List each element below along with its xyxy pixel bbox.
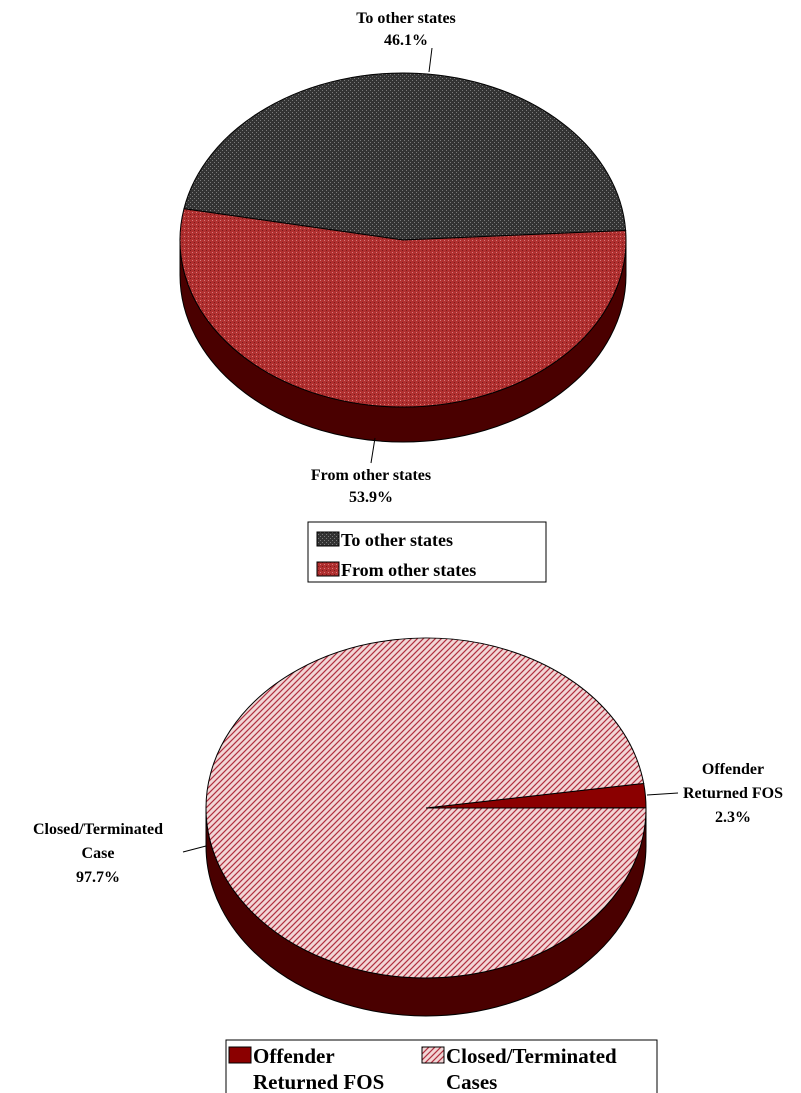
pie-1-legend-box: [307, 521, 547, 583]
pie-1-legend-swatch-to-other-states: [316, 531, 340, 547]
pie-2-legend-swatch-closed-terminated: [421, 1046, 445, 1064]
pie-1-legend-label-from-other-states: From other states: [341, 560, 476, 580]
pie-2-legend-box: [225, 1039, 658, 1093]
pie-1-leader-from-other-states: [370, 437, 376, 464]
pie-1-value-to-other-states: 46.1%: [384, 32, 428, 49]
pie-chart-interstate-transfers: To other states 46.1% From other states …: [179, 10, 627, 583]
pie-2-legend-label-closed-terminated-line-2: Cases: [446, 1070, 497, 1093]
pie-chart-case-outcomes: Offender Returned FOS 2.3% Closed/Termin…: [33, 637, 783, 1093]
pie-2-legend-label-offender-returned-line-1: Offender: [253, 1044, 335, 1068]
pie-2-label-offender-returned-line-2: Returned FOS: [683, 785, 783, 802]
pie-1-leader-to-other-states: [428, 47, 433, 73]
pie-2-leader-offender-returned: [646, 792, 679, 796]
pie-2-legend-label-closed-terminated-line-1: Closed/Terminated: [446, 1044, 617, 1068]
pie-2-label-closed-terminated-line-1: Closed/Terminated: [33, 821, 163, 838]
pie-1-slices: [179, 72, 627, 408]
pie-1-legend-swatch-from-other-states: [316, 561, 340, 577]
pie-2-legend-label-offender-returned-line-2: Returned FOS: [253, 1070, 384, 1093]
pie-2-leader-closed-terminated: [182, 845, 207, 853]
pie-1-legend: To other states From other states: [307, 521, 547, 583]
pie-1-label-from-other-states: From other states: [311, 467, 431, 484]
pie-1-slice-1: [179, 208, 627, 408]
pie-2-slices: [205, 637, 647, 979]
pie-2-value-offender-returned: 2.3%: [715, 809, 751, 826]
pie-1-value-from-other-states: 53.9%: [349, 489, 393, 506]
pie-1-legend-label-to-other-states: To other states: [341, 530, 453, 550]
pie-2-label-offender-returned-line-1: Offender: [702, 761, 764, 778]
pie-1-label-to-other-states: To other states: [356, 10, 456, 27]
pie-1-slice-0: [183, 72, 627, 241]
pie-2-legend: Offender Returned FOS Closed/Terminated …: [225, 1039, 658, 1093]
pie-2-slice-1: [205, 637, 647, 979]
pie-2-label-closed-terminated-line-2: Case: [82, 845, 115, 862]
pie-2-legend-swatch-offender-returned: [228, 1046, 252, 1064]
pie-2-value-closed-terminated: 97.7%: [76, 869, 120, 886]
